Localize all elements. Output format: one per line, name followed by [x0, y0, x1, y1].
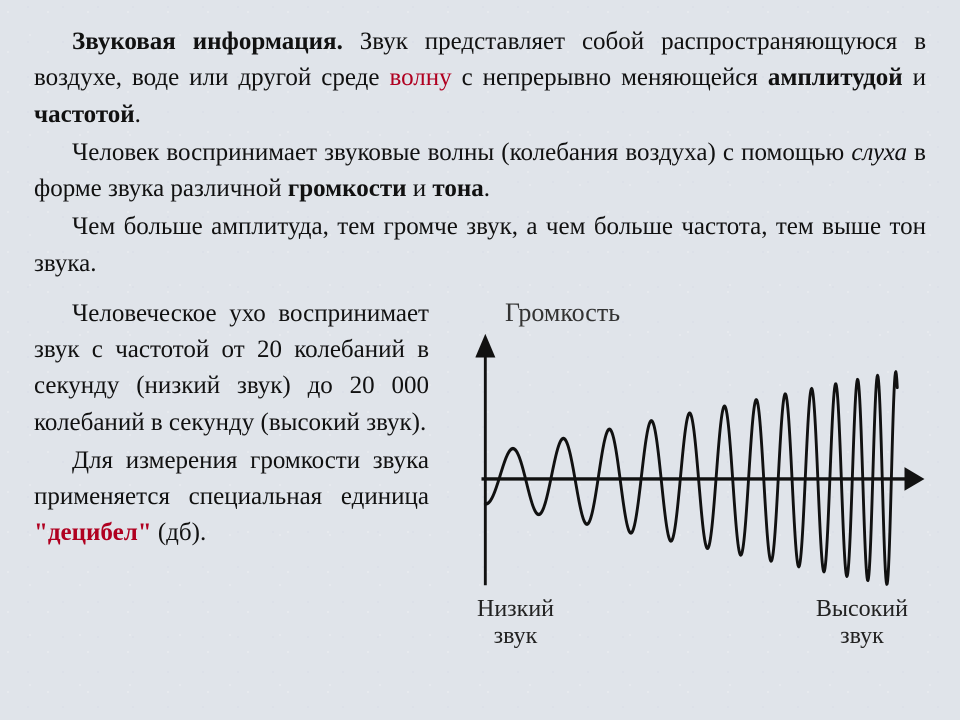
chart-title: Громкость	[505, 298, 926, 328]
paragraph-decibel: Для измерения громкости звука применяетс…	[34, 443, 429, 552]
label-high-sound: Высокий звук	[816, 596, 908, 651]
paragraph-1: Звуковая информация. Звук представляет с…	[34, 24, 926, 133]
term-amplitude: амплитудой	[768, 64, 903, 91]
term-sound-info: Звуковая информация.	[72, 28, 343, 55]
term-frequency: частотой	[34, 101, 135, 128]
term-decibel: "децибел"	[34, 519, 152, 546]
label-low-sound: Низкий звук	[477, 596, 554, 651]
term-tone: тона	[432, 175, 483, 202]
intro-text-block: Звуковая информация. Звук представляет с…	[34, 24, 926, 282]
x-axis-labels: Низкий звук Высокий звук	[447, 592, 926, 651]
loudness-chart: Громкость Низкий звук Высокий звук	[447, 296, 926, 651]
hearing-range-block: Человеческое ухо воспринимает звук с час…	[34, 296, 429, 651]
term-loudness: громкости	[288, 175, 407, 202]
term-wave: волну	[389, 64, 451, 91]
term-hearing: слуха	[851, 139, 907, 166]
wave-diagram	[447, 332, 926, 592]
paragraph-3: Чем больше амплитуда, тем громче звук, а…	[34, 209, 926, 282]
paragraph-2: Человек воспринимает звуковые волны (кол…	[34, 135, 926, 208]
paragraph-range: Человеческое ухо воспринимает звук с час…	[34, 296, 429, 441]
